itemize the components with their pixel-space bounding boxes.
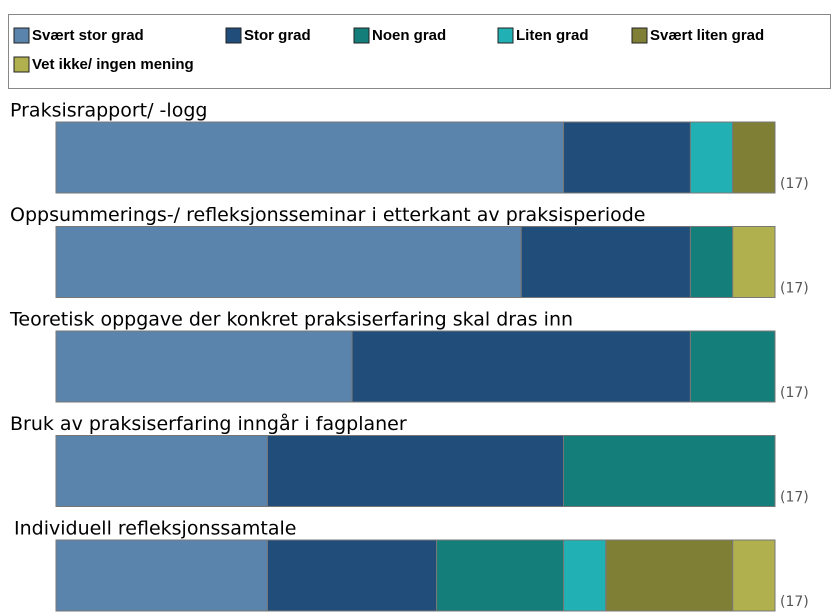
legend-label: Svært liten grad [650,27,764,44]
bar-segment [266,435,565,507]
legend-box [8,14,831,89]
bar-segment [689,121,734,194]
n-label: (17) [780,385,809,401]
category-label: Teoretisk oppgave der konkret praksiserf… [9,309,573,331]
legend-swatch [13,56,30,73]
legend-label: Noen grad [372,27,446,44]
legend-label: Stor grad [244,27,311,44]
bar-segment [55,435,268,507]
bar-segment [436,539,565,612]
legend-swatch [225,27,242,44]
bar-segment [605,539,734,612]
n-label: (17) [780,594,809,610]
legend-swatch [631,27,648,44]
n-label: (17) [780,490,809,506]
category-label: Bruk av praksiserfaring inngår i fagplan… [10,412,407,435]
bar-segment [351,330,691,403]
bar-segment [563,121,691,194]
bar-segment [55,539,268,612]
bar-segment [55,226,522,298]
bar-segment [732,226,776,298]
n-label: (17) [780,281,809,297]
category-label: Individuell refleksjonssamtale [14,518,297,540]
legend-label: Svært stor grad [32,27,144,44]
legend-label: Vet ikke/ ingen mening [32,56,194,73]
bar-segment [563,435,776,507]
legend-swatch [497,27,514,44]
legend-swatch [353,27,370,44]
bar-segment [689,330,776,403]
bar-segment [55,121,565,194]
bar-segment [563,539,607,612]
bar-segment [732,121,776,194]
legend-swatch [13,27,30,44]
legend-label: Liten grad [516,27,589,44]
bar-segment [520,226,691,298]
n-label: (17) [780,176,809,192]
bar-segment [732,539,776,612]
bar-segment [55,330,353,403]
bar-segment [689,226,734,298]
bar-segment [266,539,438,612]
category-label: Oppsummerings-/ refleksjonsseminar i ett… [10,204,646,226]
category-label: Praksisrapport/ -logg [10,100,207,122]
